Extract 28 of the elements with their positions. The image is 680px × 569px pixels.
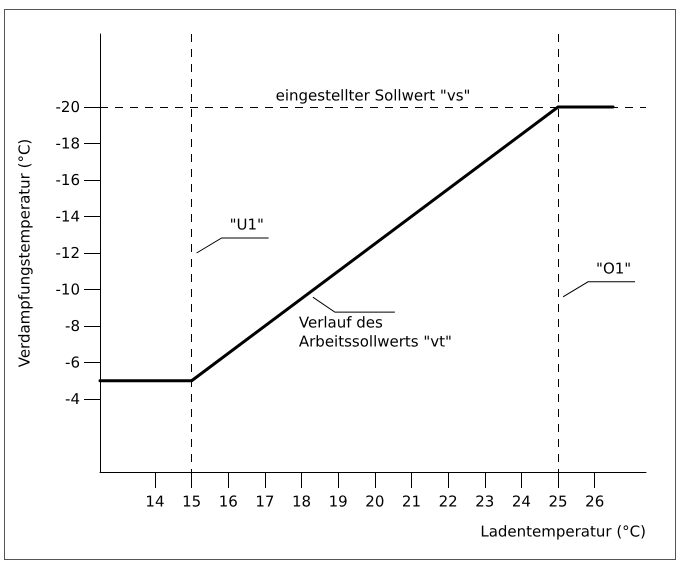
x-tick-label: 19 — [328, 492, 348, 510]
x-tick-label: 14 — [145, 492, 165, 510]
y-tick-label: -10 — [56, 280, 80, 298]
x-tick-label: 15 — [182, 492, 202, 510]
y-tick-label: -20 — [56, 98, 80, 116]
y-tick-label: -14 — [56, 208, 80, 226]
x-tick-label: 18 — [292, 492, 312, 510]
x-tick-label: 22 — [438, 492, 458, 510]
x-tick-label: 21 — [402, 492, 422, 510]
y-tick-label: -18 — [56, 134, 80, 152]
x-tick-label: 20 — [365, 492, 384, 510]
annotation: Verlauf des Arbeitssollwerts "vt" — [298, 314, 452, 351]
y-tick-label: -12 — [56, 244, 80, 262]
x-tick-label: 23 — [475, 492, 494, 510]
ref-line-label: "O1" — [596, 259, 632, 278]
x-tick-label: 24 — [512, 492, 531, 510]
y-tick-label: -4 — [65, 390, 80, 408]
y-axis-title: Verdampfungstemperatur (°C) — [16, 138, 34, 368]
y-tick-label: -8 — [65, 317, 80, 335]
x-tick-label: 16 — [218, 492, 238, 510]
x-axis-title: Ladentemperatur (°C) — [480, 522, 646, 540]
x-tick-label: 25 — [548, 492, 568, 510]
ref-line-label: "U1" — [230, 216, 264, 234]
y-tick-label: -6 — [65, 354, 80, 372]
x-tick-label: 26 — [585, 492, 604, 510]
y-tick-label: -16 — [56, 171, 80, 189]
ref-line-label: eingestellter Sollwert "vs" — [276, 86, 470, 104]
x-tick-label: 17 — [255, 492, 274, 510]
